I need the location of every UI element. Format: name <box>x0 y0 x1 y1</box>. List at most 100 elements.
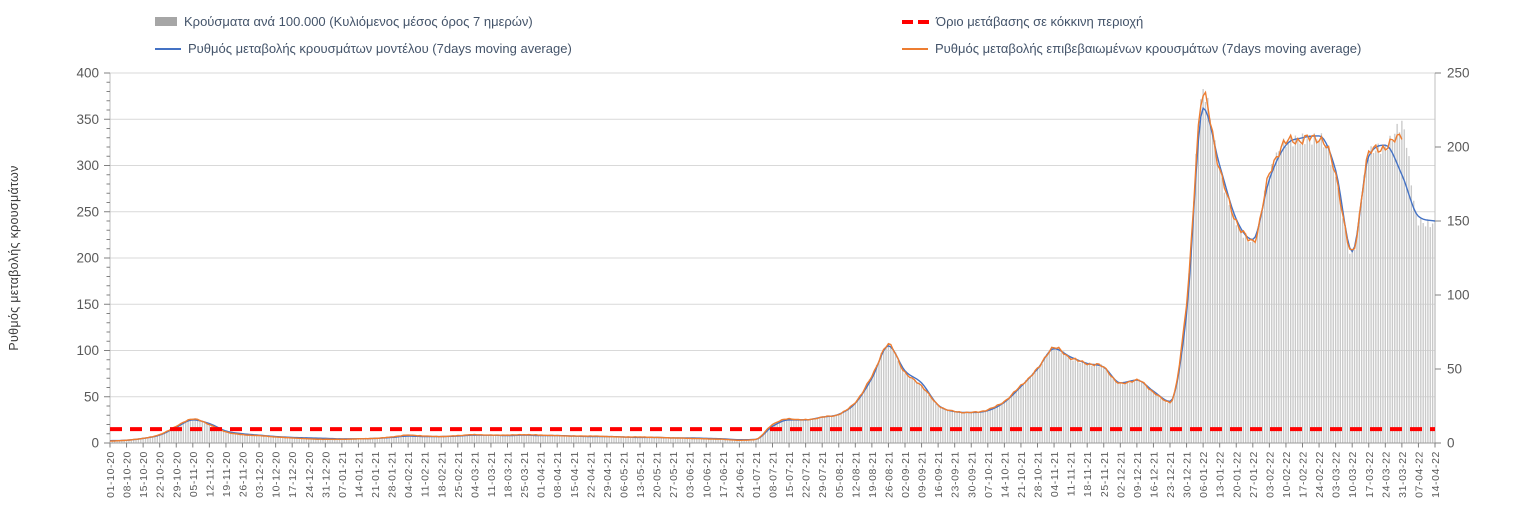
svg-text:31-12-20: 31-12-20 <box>320 451 332 498</box>
svg-text:17-12-20: 17-12-20 <box>287 451 299 498</box>
svg-text:24-02-22: 24-02-22 <box>1314 451 1326 498</box>
svg-text:15-07-21: 15-07-21 <box>784 451 796 498</box>
svg-text:06-01-22: 06-01-22 <box>1198 451 1210 498</box>
svg-text:150: 150 <box>76 297 99 312</box>
svg-text:14-04-22: 14-04-22 <box>1430 451 1442 498</box>
svg-text:22-04-21: 22-04-21 <box>585 451 597 498</box>
svg-text:100: 100 <box>76 343 99 358</box>
svg-text:24-06-21: 24-06-21 <box>734 451 746 498</box>
svg-text:26-08-21: 26-08-21 <box>883 451 895 498</box>
svg-text:16-12-21: 16-12-21 <box>1148 451 1160 498</box>
svg-text:18-03-21: 18-03-21 <box>503 451 515 498</box>
legend-item-confirmed-line: Ρυθμός μεταβολής επιβεβαιωμένων κρουσμάτ… <box>902 41 1361 56</box>
svg-text:20-05-21: 20-05-21 <box>652 451 664 498</box>
svg-text:08-04-21: 08-04-21 <box>552 451 564 498</box>
svg-text:29-07-21: 29-07-21 <box>817 451 829 498</box>
svg-text:11-11-21: 11-11-21 <box>1066 451 1078 496</box>
svg-text:04-02-21: 04-02-21 <box>403 451 415 498</box>
svg-text:03-12-20: 03-12-20 <box>254 451 266 498</box>
svg-text:10-06-21: 10-06-21 <box>701 451 713 498</box>
svg-text:400: 400 <box>76 66 99 81</box>
svg-text:21-10-21: 21-10-21 <box>1016 451 1028 498</box>
svg-text:04-11-21: 04-11-21 <box>1049 451 1061 497</box>
svg-text:26-11-20: 26-11-20 <box>238 451 250 497</box>
svg-text:17-02-22: 17-02-22 <box>1298 451 1310 498</box>
svg-text:05-11-20: 05-11-20 <box>188 451 200 497</box>
svg-text:21-01-21: 21-01-21 <box>370 451 382 498</box>
svg-text:28-10-21: 28-10-21 <box>1033 451 1045 498</box>
svg-text:08-07-21: 08-07-21 <box>768 451 780 498</box>
svg-text:15-04-21: 15-04-21 <box>569 451 581 498</box>
svg-text:31-03-22: 31-03-22 <box>1397 451 1409 498</box>
svg-text:19-11-20: 19-11-20 <box>221 451 233 497</box>
threshold-dash-swatch-icon <box>902 19 929 24</box>
svg-text:0: 0 <box>91 436 99 451</box>
svg-text:25-11-21: 25-11-21 <box>1099 451 1111 497</box>
svg-text:20-01-22: 20-01-22 <box>1231 451 1243 498</box>
svg-text:13-01-22: 13-01-22 <box>1215 451 1227 498</box>
svg-text:100: 100 <box>1447 288 1470 303</box>
svg-text:0: 0 <box>1447 436 1455 451</box>
svg-text:22-07-21: 22-07-21 <box>801 451 813 498</box>
svg-text:10-02-22: 10-02-22 <box>1281 451 1293 498</box>
svg-text:11-02-21: 11-02-21 <box>420 451 432 497</box>
svg-text:50: 50 <box>1447 362 1462 377</box>
svg-text:24-03-22: 24-03-22 <box>1380 451 1392 498</box>
confirmed-line-swatch-icon <box>902 47 928 50</box>
svg-text:23-09-21: 23-09-21 <box>950 451 962 498</box>
svg-text:01-04-21: 01-04-21 <box>536 451 548 498</box>
model-line-swatch-icon <box>155 47 181 50</box>
legend-threshold-label: Όριο μετάβασης σε κόκκινη περιοχή <box>936 14 1144 29</box>
svg-text:12-11-20: 12-11-20 <box>204 451 216 497</box>
svg-text:300: 300 <box>76 158 99 173</box>
legend-model-label: Ρυθμός μεταβολής κρουσμάτων μοντέλου (7d… <box>188 41 572 56</box>
svg-text:06-05-21: 06-05-21 <box>618 451 630 498</box>
svg-text:03-06-21: 03-06-21 <box>685 451 697 498</box>
svg-text:02-09-21: 02-09-21 <box>900 451 912 498</box>
svg-text:200: 200 <box>76 251 99 266</box>
svg-text:01-10-20: 01-10-20 <box>105 451 117 498</box>
svg-text:17-06-21: 17-06-21 <box>718 451 730 498</box>
svg-text:18-02-21: 18-02-21 <box>436 451 448 498</box>
svg-text:29-10-20: 29-10-20 <box>171 451 183 498</box>
svg-text:14-10-21: 14-10-21 <box>999 451 1011 498</box>
svg-text:250: 250 <box>1447 66 1470 81</box>
svg-text:16-09-21: 16-09-21 <box>933 451 945 498</box>
svg-text:30-12-21: 30-12-21 <box>1182 451 1194 498</box>
svg-text:15-10-20: 15-10-20 <box>138 451 150 498</box>
svg-text:07-04-22: 07-04-22 <box>1413 451 1425 498</box>
svg-text:350: 350 <box>76 112 99 127</box>
svg-text:150: 150 <box>1447 214 1470 229</box>
svg-text:09-12-21: 09-12-21 <box>1132 451 1144 498</box>
svg-text:02-12-21: 02-12-21 <box>1115 451 1127 498</box>
legend-bars-label: Κρούσματα ανά 100.000 (Κυλιόμενος μέσος … <box>184 14 533 29</box>
svg-text:01-07-21: 01-07-21 <box>751 451 763 498</box>
svg-text:05-08-21: 05-08-21 <box>834 451 846 498</box>
svg-text:24-12-20: 24-12-20 <box>304 451 316 498</box>
svg-text:07-01-21: 07-01-21 <box>337 451 349 498</box>
svg-text:11-03-21: 11-03-21 <box>486 451 498 497</box>
legend-confirmed-label: Ρυθμός μεταβολής επιβεβαιωμένων κρουσμάτ… <box>935 41 1362 56</box>
svg-text:25-02-21: 25-02-21 <box>453 451 465 498</box>
svg-text:19-08-21: 19-08-21 <box>867 451 879 498</box>
svg-text:07-10-21: 07-10-21 <box>983 451 995 498</box>
svg-text:25-03-21: 25-03-21 <box>519 451 531 498</box>
svg-text:27-05-21: 27-05-21 <box>668 451 680 498</box>
svg-text:250: 250 <box>76 204 99 219</box>
svg-text:50: 50 <box>84 389 99 404</box>
legend-item-threshold: Όριο μετάβασης σε κόκκινη περιοχή <box>902 14 1143 29</box>
svg-text:14-01-21: 14-01-21 <box>353 451 365 498</box>
svg-text:04-03-21: 04-03-21 <box>469 451 481 498</box>
svg-text:27-01-22: 27-01-22 <box>1248 451 1260 498</box>
svg-text:23-12-21: 23-12-21 <box>1165 451 1177 498</box>
legend-item-bars: Κρούσματα ανά 100.000 (Κυλιόμενος μέσος … <box>155 14 533 29</box>
svg-text:08-10-20: 08-10-20 <box>122 451 134 498</box>
bars-swatch-icon <box>155 17 177 26</box>
svg-text:12-08-21: 12-08-21 <box>850 451 862 498</box>
svg-text:29-04-21: 29-04-21 <box>602 451 614 498</box>
svg-text:03-03-22: 03-03-22 <box>1331 451 1343 498</box>
svg-text:10-03-22: 10-03-22 <box>1347 451 1359 498</box>
svg-text:28-01-21: 28-01-21 <box>387 451 399 498</box>
